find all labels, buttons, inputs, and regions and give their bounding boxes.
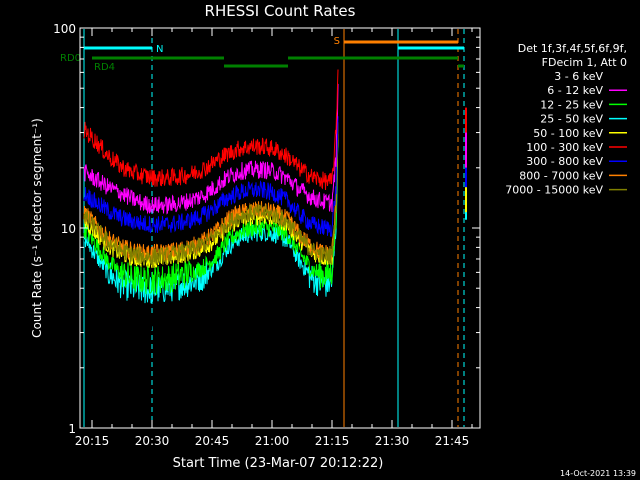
axes: 1 10 100 20:15 20:30 20:45 21:00 21:15 21:30 21:4… — [53, 22, 481, 448]
series-line-7000-15000-kev — [83, 122, 339, 266]
legend: Det 1f,3f,4f,5f,6f,9f,FDecim 1, Att 03 -… — [505, 42, 627, 197]
legend-label: 300 - 800 keV — [526, 155, 603, 168]
x-tick-label: 20:15 — [75, 434, 110, 448]
x-tick-label: 20:30 — [135, 434, 170, 448]
flag-label-rd4: RD4 — [94, 62, 115, 73]
legend-label: 7000 - 15000 keV — [505, 184, 603, 197]
legend-label: 12 - 25 keV — [540, 98, 603, 111]
legend-label: 6 - 12 keV — [547, 84, 603, 97]
x-tick-label: 20:45 — [195, 434, 230, 448]
legend-label: 3 - 6 keV — [554, 70, 603, 83]
plot-area: N S RD0 RD4 — [60, 29, 467, 427]
legend-label: 50 - 100 keV — [533, 127, 603, 140]
legend-header-line: Det 1f,3f,4f,5f,6f,9f, — [518, 42, 627, 55]
series-line-6-12-kev — [83, 83, 339, 215]
series-line-25-50-kev — [83, 138, 339, 304]
y-axis-label: Count Rate (s⁻¹ detector segment⁻¹) — [30, 118, 44, 338]
y-tick-label: 1 — [68, 422, 76, 436]
series-line-300-800-kev — [83, 116, 339, 237]
flag-label-rd0: RD0 — [60, 53, 81, 64]
x-tick-label: 21:00 — [255, 434, 290, 448]
x-tick-label: 21:45 — [435, 434, 470, 448]
flag-label-n: N — [156, 44, 163, 55]
chart-title: RHESSI Count Rates — [205, 2, 356, 20]
series-line-100-300-kev — [83, 69, 339, 191]
flag-label-s: S — [334, 36, 340, 47]
y-tick-label: 100 — [53, 22, 76, 36]
series-line-12-25-kev — [83, 123, 339, 295]
x-axis-label: Start Time (23-Mar-07 20:12:22) — [173, 456, 384, 471]
timestamp-label: 14-Oct-2021 13:39 — [560, 469, 636, 478]
legend-label: 800 - 7000 keV — [519, 169, 603, 182]
legend-label: 100 - 300 keV — [526, 141, 603, 154]
legend-header-line: FDecim 1, Att 0 — [542, 56, 627, 69]
x-tick-label: 21:30 — [375, 434, 410, 448]
legend-label: 25 - 50 keV — [540, 113, 603, 126]
x-tick-label: 21:15 — [315, 434, 350, 448]
y-tick-label: 10 — [61, 222, 76, 236]
